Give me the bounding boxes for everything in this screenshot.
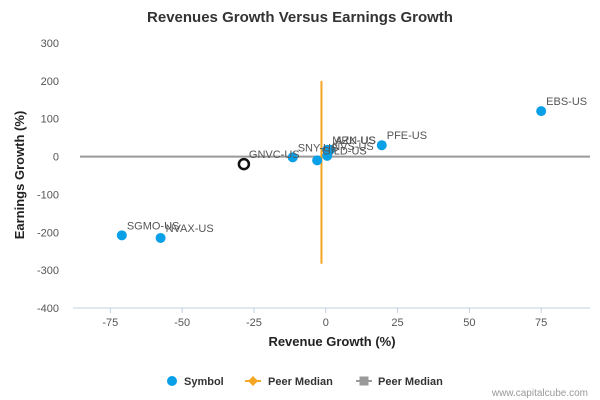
legend-symbol-marker bbox=[167, 376, 177, 386]
legend-peer-median-gray-label: Peer Median bbox=[378, 376, 443, 388]
y-tick-label: -100 bbox=[37, 189, 59, 201]
data-point bbox=[312, 155, 323, 166]
legend-peer-median-square bbox=[359, 376, 369, 386]
legend: Symbol Peer Median Peer Median bbox=[167, 376, 443, 388]
data-point-label: MRK-US bbox=[332, 135, 375, 147]
x-tick-label: 0 bbox=[323, 317, 329, 329]
y-tick-label: 0 bbox=[53, 152, 59, 164]
data-point-label: NVAX-US bbox=[166, 223, 214, 235]
chart-title: Revenues Growth Versus Earnings Growth bbox=[147, 9, 453, 26]
y-tick-label: 300 bbox=[41, 38, 59, 50]
data-point bbox=[155, 232, 166, 243]
x-axis-label: Revenue Growth (%) bbox=[268, 334, 395, 349]
y-axis-label: Earnings Growth (%) bbox=[12, 111, 27, 240]
y-tick-label: 200 bbox=[41, 76, 59, 88]
legend-peer-median-label: Peer Median bbox=[268, 376, 333, 388]
subject-point bbox=[237, 157, 251, 171]
x-tick-label: -75 bbox=[102, 317, 118, 329]
data-point bbox=[536, 106, 547, 117]
data-point-label: SGMO-US bbox=[127, 220, 180, 232]
data-point bbox=[287, 152, 298, 163]
data-point bbox=[116, 230, 127, 241]
data-point-label: SNY-US bbox=[298, 142, 339, 154]
x-tick-label: 75 bbox=[535, 317, 547, 329]
data-point-label: PFE-US bbox=[387, 130, 427, 142]
data-point bbox=[322, 150, 333, 161]
x-tick-label: -50 bbox=[174, 317, 190, 329]
legend-item-peer-median-orange[interactable]: Peer Median bbox=[245, 376, 333, 388]
y-tick-label: 100 bbox=[41, 114, 59, 126]
y-tick-label: -300 bbox=[37, 265, 59, 277]
data-point-label: AZN-US bbox=[335, 135, 376, 147]
legend-symbol-label: Symbol bbox=[184, 376, 224, 388]
data-point-label: GILD-US bbox=[322, 145, 367, 157]
data-point-label: NVS-US bbox=[332, 141, 374, 153]
x-tick-label: 25 bbox=[391, 317, 403, 329]
data-point bbox=[376, 140, 387, 151]
legend-item-symbol[interactable]: Symbol bbox=[167, 376, 224, 388]
credit-text: www.capitalcube.com bbox=[491, 388, 588, 399]
y-tick-label: -200 bbox=[37, 227, 59, 239]
legend-item-peer-median-gray[interactable]: Peer Median bbox=[356, 376, 443, 388]
x-tick-label: 50 bbox=[463, 317, 475, 329]
plot-area: -75 -50 -25 0 25 50 75 300 200 100 0 -100 -200 -300 -4… bbox=[37, 38, 590, 329]
legend-peer-median-diamond bbox=[248, 376, 258, 386]
data-point-label: EBS-US bbox=[546, 96, 587, 108]
y-tick-label: -400 bbox=[37, 303, 59, 315]
subject-point-label: GNVC-US bbox=[249, 149, 300, 161]
x-tick-label: -25 bbox=[246, 317, 262, 329]
